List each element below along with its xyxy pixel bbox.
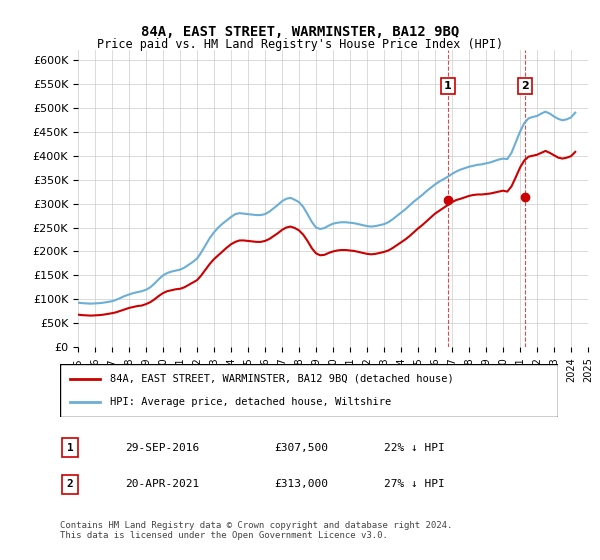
- Text: 20-APR-2021: 20-APR-2021: [125, 479, 199, 489]
- Text: 84A, EAST STREET, WARMINSTER, BA12 9BQ (detached house): 84A, EAST STREET, WARMINSTER, BA12 9BQ (…: [110, 374, 454, 384]
- FancyBboxPatch shape: [60, 364, 558, 417]
- Text: 84A, EAST STREET, WARMINSTER, BA12 9BQ: 84A, EAST STREET, WARMINSTER, BA12 9BQ: [141, 25, 459, 39]
- Text: 29-SEP-2016: 29-SEP-2016: [125, 442, 199, 452]
- Text: 2: 2: [521, 81, 529, 91]
- Text: 27% ↓ HPI: 27% ↓ HPI: [384, 479, 445, 489]
- Text: 2: 2: [67, 479, 73, 489]
- Text: £307,500: £307,500: [274, 442, 328, 452]
- Text: £313,000: £313,000: [274, 479, 328, 489]
- Text: HPI: Average price, detached house, Wiltshire: HPI: Average price, detached house, Wilt…: [110, 397, 391, 407]
- Text: 1: 1: [67, 442, 73, 452]
- Text: 22% ↓ HPI: 22% ↓ HPI: [384, 442, 445, 452]
- Text: Price paid vs. HM Land Registry's House Price Index (HPI): Price paid vs. HM Land Registry's House …: [97, 38, 503, 51]
- Text: 1: 1: [444, 81, 452, 91]
- Text: Contains HM Land Registry data © Crown copyright and database right 2024.
This d: Contains HM Land Registry data © Crown c…: [60, 521, 452, 540]
